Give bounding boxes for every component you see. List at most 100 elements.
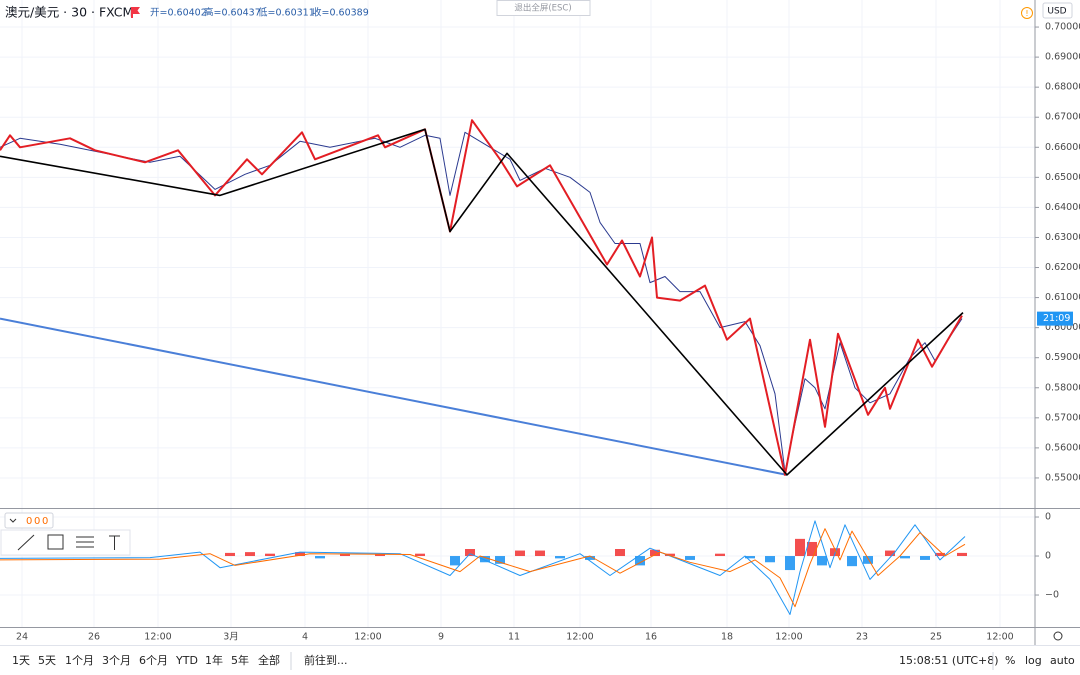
x-tick-label: 26 <box>88 632 100 643</box>
x-tick-label: 12:00 <box>354 632 381 643</box>
histogram-bar <box>765 556 775 563</box>
y-tick-label: 0.70000 <box>1045 22 1080 33</box>
y-tick-label: −0 <box>1045 590 1059 601</box>
collapse-icon[interactable] <box>9 518 17 523</box>
currency-box[interactable] <box>1042 2 1073 19</box>
range-button[interactable]: 6个月 <box>139 654 168 667</box>
histogram-bar <box>795 538 805 557</box>
series-line <box>0 520 966 615</box>
log-toggle[interactable]: log <box>1025 654 1042 667</box>
histogram-bar <box>847 556 857 567</box>
range-button[interactable]: 1天 <box>12 654 30 667</box>
histogram-bar <box>615 549 625 557</box>
low-price: 低=0.60311 <box>258 7 315 19</box>
histogram-bar <box>885 550 895 557</box>
x-tick-label: 18 <box>721 632 733 643</box>
exit-fullscreen-label[interactable]: 退出全屏(ESC) <box>514 3 571 14</box>
y-tick-label: 0 <box>1045 512 1051 523</box>
trend-line-tool[interactable] <box>17 534 35 551</box>
open-price: 开=0.60402 <box>150 8 207 19</box>
histogram-bar <box>465 549 475 557</box>
exit-fullscreen-button[interactable] <box>496 0 591 16</box>
x-tick-label: 4 <box>302 632 308 643</box>
countdown-label: 21:09 <box>1043 313 1070 324</box>
histogram-bar <box>957 552 967 557</box>
high-price: 高=0.60437 <box>204 7 261 19</box>
x-tick-label: 12:00 <box>986 632 1013 643</box>
warning-mark: ! <box>1025 9 1028 18</box>
x-tick-label: 24 <box>16 632 28 643</box>
histogram-bar <box>935 552 945 557</box>
settings-icon[interactable] <box>1053 631 1063 641</box>
range-button[interactable]: 1个月 <box>65 654 94 667</box>
histogram-bar <box>785 556 795 571</box>
indicator-value: 0 <box>42 516 48 527</box>
fib-tool[interactable] <box>76 536 94 548</box>
currency[interactable]: USD <box>1047 7 1066 17</box>
range-button[interactable]: 5天 <box>38 654 56 667</box>
rectangle-tool[interactable] <box>47 534 64 550</box>
histogram-bar <box>340 553 350 557</box>
goto-button[interactable]: 前往到... <box>304 653 348 667</box>
auto-toggle[interactable]: auto <box>1050 654 1075 667</box>
histogram-bar <box>920 556 930 560</box>
histogram-bar <box>265 553 275 557</box>
close-price: 收=0.60389 <box>312 7 369 19</box>
series-line <box>0 128 964 476</box>
histogram-bar <box>817 556 827 566</box>
range-button[interactable]: 1年 <box>205 653 223 667</box>
indicator-value: 0 <box>34 516 40 527</box>
x-tick-label: 12:00 <box>566 632 593 643</box>
clock: 15:08:51 (UTC+8) <box>899 654 999 667</box>
x-tick-label: 12:00 <box>144 632 171 643</box>
drawing-toolbar <box>0 529 131 556</box>
percent-toggle[interactable]: % <box>1005 654 1015 667</box>
x-tick-label: 3月 <box>223 632 239 643</box>
histogram-bar <box>715 553 725 557</box>
text-tool[interactable] <box>109 535 120 550</box>
series-line <box>0 317 788 476</box>
range-button[interactable]: 5年 <box>231 653 249 667</box>
histogram-bar <box>555 556 565 559</box>
histogram-bar <box>295 552 305 557</box>
range-button[interactable]: 全部 <box>258 653 280 667</box>
price-tag <box>1037 311 1073 326</box>
histogram-bar <box>245 552 255 557</box>
indicator-legend[interactable] <box>4 512 54 529</box>
histogram-bar <box>685 556 695 560</box>
histogram-bar <box>480 556 490 563</box>
histogram-bar <box>650 549 660 557</box>
series-line <box>0 131 963 473</box>
x-tick-label: 11 <box>508 632 520 643</box>
range-button[interactable]: YTD <box>175 654 198 667</box>
x-tick-label: 23 <box>856 632 868 643</box>
x-tick-label: 16 <box>645 632 657 643</box>
histogram-bar <box>665 553 675 557</box>
histogram-bar <box>863 556 873 564</box>
x-tick-label: 12:00 <box>775 632 802 643</box>
histogram-bar <box>450 556 460 566</box>
histogram-bar <box>375 554 385 557</box>
warning-icon[interactable] <box>1021 7 1033 19</box>
flag-icon <box>131 7 140 18</box>
y-tick-label: 0 <box>1045 551 1051 562</box>
histogram-bar <box>315 556 325 559</box>
histogram-bar <box>585 556 595 560</box>
indicator-value: 0 <box>26 516 32 527</box>
range-button[interactable]: 3个月 <box>102 654 131 667</box>
histogram-bar <box>415 553 425 557</box>
symbol: 澳元/美元 · 30 · FXCM <box>5 5 133 20</box>
x-tick-label: 25 <box>930 632 942 643</box>
